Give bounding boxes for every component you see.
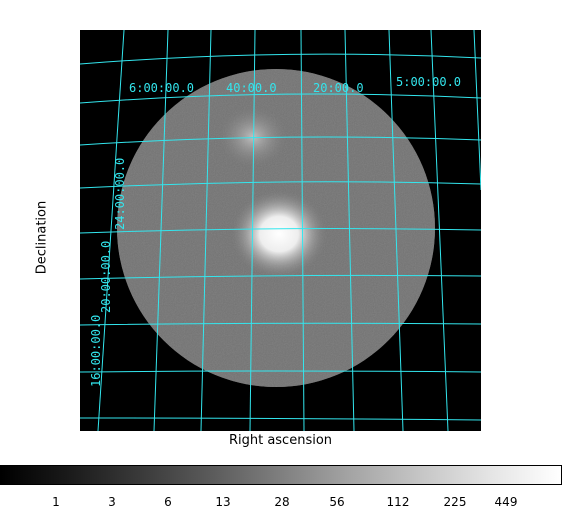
dec-label: 24:00:00.0 [113, 158, 127, 230]
colorbar-tick-label: 13 [215, 495, 231, 509]
colorbar-tick-label: 3 [108, 495, 116, 509]
colorbar-tick-label: 225 [443, 495, 467, 509]
bright-source [231, 190, 327, 278]
sky-image[interactable]: 6:00:00.0 40:00.0 20:00.0 5:00:00.0 24:0… [80, 30, 481, 431]
dec-label: 20:00:00.0 [99, 241, 113, 313]
y-axis-label: Declination [34, 200, 50, 275]
x-axis-label: Right ascension [228, 433, 333, 448]
colorbar-tick-label: 449 [494, 495, 518, 509]
colorbar-tick-label: 28 [274, 495, 290, 509]
ra-label: 20:00.0 [313, 81, 364, 95]
image-canvas: 6:00:00.0 40:00.0 20:00.0 5:00:00.0 24:0… [80, 30, 481, 431]
ra-label: 5:00:00.0 [396, 75, 461, 89]
colorbar-tick-label: 6 [164, 495, 172, 509]
colorbar-tick-label: 1 [52, 495, 60, 509]
colorbar[interactable] [0, 465, 562, 485]
colorbar-tick-label: 112 [386, 495, 410, 509]
ra-labels: 6:00:00.0 40:00.0 20:00.0 5:00:00.0 [129, 75, 461, 95]
ra-label: 40:00.0 [226, 81, 277, 95]
dec-labels: 24:00:00.0 20:00:00.0 16:00:00.0 [89, 158, 127, 387]
coordinate-grid [80, 30, 481, 431]
dec-label: 16:00:00.0 [89, 315, 103, 387]
faint-source [219, 107, 287, 167]
colorbar-tick-label: 56 [329, 495, 345, 509]
ra-label: 6:00:00.0 [129, 81, 194, 95]
